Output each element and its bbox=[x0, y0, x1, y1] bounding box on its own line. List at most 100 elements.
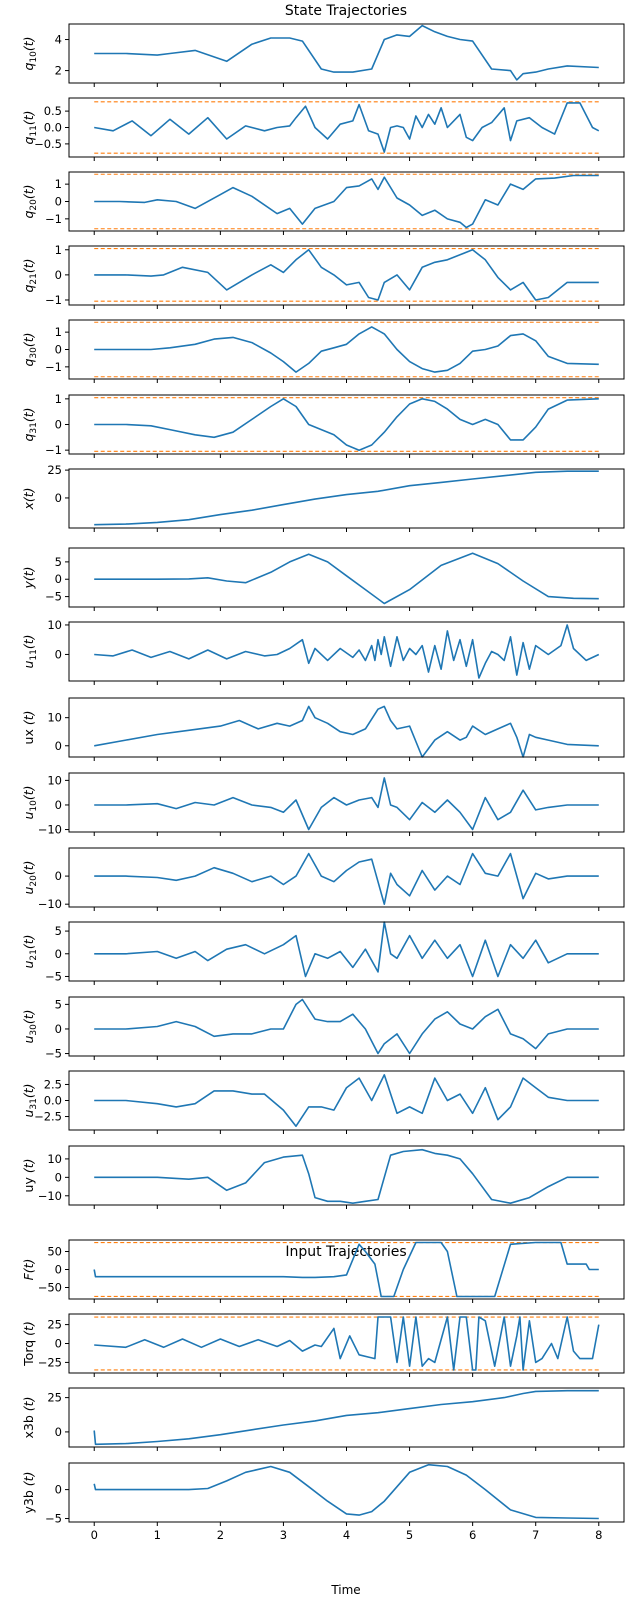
series-line bbox=[94, 1316, 600, 1371]
series-line bbox=[93, 1463, 599, 1520]
y-tick-label: 10 bbox=[47, 711, 62, 725]
y-tick-label: −1 bbox=[45, 360, 62, 374]
y-tick-label: 0 bbox=[55, 491, 62, 505]
y-tick-label: 0.5 bbox=[44, 104, 62, 118]
y-tick-label: 5 bbox=[55, 997, 62, 1011]
subplot-11: −10 0 10 u10(t) bbox=[21, 772, 625, 837]
y-tick-label: 0 bbox=[55, 947, 62, 961]
y-tick-label: 50 bbox=[47, 1245, 62, 1259]
series-line bbox=[94, 1148, 599, 1204]
y-axis-label: y(t) bbox=[21, 566, 36, 589]
series-line bbox=[93, 1241, 599, 1298]
subplot-17: −50 0 50 F(t) bbox=[21, 1239, 625, 1303]
y-tick-label: 0 bbox=[55, 1170, 62, 1184]
subplot-12: −10 0 u20(t) bbox=[21, 847, 625, 911]
subplot-5: −1 0 1 q30(t) bbox=[21, 319, 625, 383]
series-line bbox=[94, 174, 599, 229]
axes-frame bbox=[68, 697, 625, 758]
subplot-1: 2 4 q10(t) bbox=[21, 23, 625, 87]
series-line bbox=[94, 102, 600, 153]
series-line bbox=[94, 921, 599, 978]
subplot-stack: 24q10(t)−0.50.00.5q11(t)−101q20(t)−101q2… bbox=[21, 23, 625, 1542]
subplot-15: −2.5 0.0 2.5 u31(t) bbox=[21, 1070, 625, 1134]
y-tick-label: 0 bbox=[55, 418, 62, 432]
y-tick-label: 10 bbox=[47, 1152, 62, 1166]
axes-frame bbox=[68, 772, 625, 833]
y-axis-label: Torq (t) bbox=[21, 1321, 36, 1367]
subplot-13: −5 0 5 u21(t) bbox=[21, 921, 625, 985]
y-axis-label: q31(t) bbox=[21, 407, 39, 441]
y-tick-label: 1 bbox=[55, 392, 62, 406]
y-tick-label: 2 bbox=[55, 64, 62, 78]
x-tick-label: 8 bbox=[595, 1528, 602, 1542]
y-tick-label: 5 bbox=[55, 555, 62, 569]
y-tick-label: 2.5 bbox=[44, 1077, 62, 1091]
x-tick-label: 5 bbox=[406, 1528, 413, 1542]
y-axis-label: q10(t) bbox=[21, 36, 39, 70]
x-tick-label: 2 bbox=[217, 1528, 224, 1542]
x-tick-label: 3 bbox=[280, 1528, 287, 1542]
y-tick-label: 25 bbox=[47, 1318, 62, 1332]
y-axis-label: u10(t) bbox=[21, 785, 39, 819]
y-tick-label: 0 bbox=[55, 268, 62, 282]
axes-frame bbox=[68, 621, 625, 682]
y-tick-label: 0 bbox=[55, 739, 62, 753]
y-tick-label: 10 bbox=[47, 773, 62, 787]
series-line bbox=[94, 397, 599, 452]
y-axis-label: uy (t) bbox=[21, 1159, 36, 1193]
y-tick-label: 0.0 bbox=[44, 121, 62, 135]
y-tick-label: 5 bbox=[55, 924, 62, 938]
subplot-7: 0 25 x(t) bbox=[21, 463, 625, 532]
y-tick-label: 0 bbox=[55, 195, 62, 209]
y-tick-label: 1 bbox=[55, 177, 62, 191]
y-axis-label: y3b (t) bbox=[21, 1472, 36, 1514]
series-line bbox=[94, 552, 599, 605]
series-line bbox=[94, 777, 599, 831]
subplot-4: −1 0 1 q21(t) bbox=[21, 243, 625, 309]
y-tick-label: 0 bbox=[55, 1483, 62, 1497]
x-tick-label: 6 bbox=[469, 1528, 476, 1542]
axes-frame bbox=[68, 1145, 625, 1206]
axes-frame bbox=[68, 23, 625, 84]
series-line bbox=[94, 624, 600, 679]
y-tick-label: −5 bbox=[45, 1512, 62, 1526]
x-tick-label: 4 bbox=[343, 1528, 350, 1542]
subplot-9: 0 10 u11(t) bbox=[21, 618, 625, 685]
y-axis-label: ux (t) bbox=[21, 711, 36, 745]
axes-frame bbox=[68, 468, 625, 529]
x-axis-label: Time bbox=[330, 1583, 360, 1597]
y-axis-label: q20(t) bbox=[21, 184, 39, 218]
y-tick-label: 0 bbox=[55, 1337, 62, 1351]
series-line bbox=[94, 326, 599, 373]
series-line bbox=[94, 470, 599, 526]
y-axis-label: u11(t) bbox=[21, 634, 39, 668]
y-tick-label: 0 bbox=[55, 869, 62, 883]
series-line bbox=[94, 24, 599, 81]
series-line bbox=[94, 1074, 599, 1127]
series-line bbox=[93, 1389, 599, 1446]
state-trajectories-title: State Trajectories bbox=[285, 3, 407, 19]
series-line bbox=[94, 998, 599, 1055]
y-tick-label: −10 bbox=[38, 897, 62, 911]
y-axis-label: q21(t) bbox=[21, 258, 39, 292]
subplot-19: 0 25 x3b (t) bbox=[21, 1387, 625, 1451]
y-axis-label: x(t) bbox=[21, 487, 36, 510]
y-axis-label: u20(t) bbox=[21, 860, 39, 894]
y-axis-label: F(t) bbox=[21, 1259, 36, 1281]
y-tick-label: 1 bbox=[55, 243, 62, 257]
y-tick-label: 0.0 bbox=[44, 1094, 62, 1108]
series-line bbox=[94, 249, 599, 301]
y-axis-label: u31(t) bbox=[21, 1083, 39, 1117]
axes-frame bbox=[68, 1387, 625, 1448]
y-axis-label: u30(t) bbox=[21, 1009, 39, 1043]
y-tick-label: −5 bbox=[45, 590, 62, 604]
y-axis-label: q11(t) bbox=[21, 110, 39, 144]
y-tick-label: −1 bbox=[45, 293, 62, 307]
y-tick-label: 0 bbox=[55, 1263, 62, 1277]
subplot-14: −5 0 5 u30(t) bbox=[21, 996, 625, 1061]
y-tick-label: −10 bbox=[38, 823, 62, 837]
y-tick-label: 25 bbox=[47, 1391, 62, 1405]
subplot-16: −10 0 10 uy (t) bbox=[21, 1145, 625, 1209]
y-tick-label: 0 bbox=[55, 343, 62, 357]
